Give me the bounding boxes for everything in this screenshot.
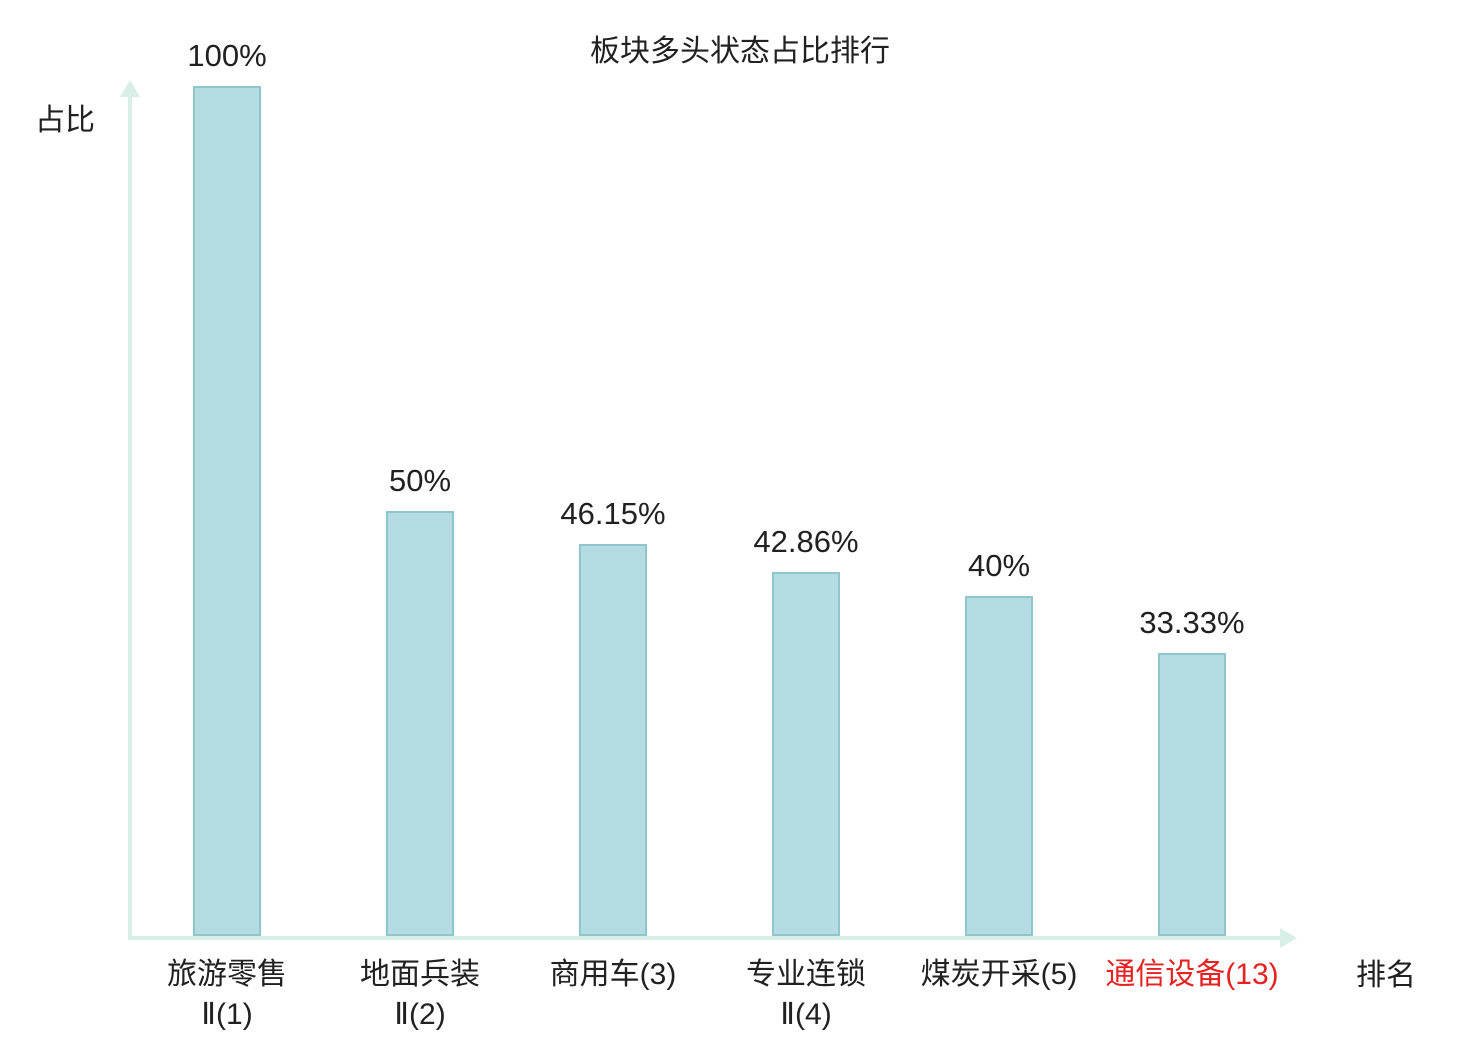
- bar-value-label: 46.15%: [560, 495, 666, 531]
- bar-category-label: 旅游零售 Ⅱ(1): [67, 955, 387, 1035]
- bar-category-label: 商用车(3): [453, 955, 773, 995]
- bar-value-label: 42.86%: [753, 523, 859, 559]
- bar-category-label: 煤炭开采(5): [839, 955, 1159, 995]
- y-axis-label: 占比: [35, 104, 95, 137]
- bar-category-label-line: 旅游零售: [167, 958, 287, 991]
- bar-value-label: 33.33%: [1139, 604, 1245, 640]
- bar-value-label: 40%: [967, 548, 1031, 583]
- bar-category-label-line: Ⅱ(4): [780, 998, 832, 1031]
- bar: [386, 511, 454, 936]
- bar-category-label-line: 地面兵装: [360, 958, 480, 991]
- bar-category-label-line: 商用车(3): [549, 958, 677, 991]
- x-axis-arrow-icon: [1280, 928, 1297, 948]
- bar-category-label-line: 通信设备(13): [1105, 958, 1279, 991]
- bar-category-label-line: Ⅱ(2): [394, 998, 446, 1031]
- x-axis-label: 排名: [1356, 959, 1416, 992]
- chart-title: 板块多头状态占比排行: [590, 35, 890, 68]
- bar-category-label: 地面兵装 Ⅱ(2): [260, 955, 580, 1035]
- bar: [579, 543, 647, 936]
- bar: [193, 86, 261, 936]
- y-axis-line: [128, 96, 132, 938]
- bar-category-label-line: 专业连锁: [746, 958, 866, 991]
- bar-category-label-line: 煤炭开采(5): [920, 958, 1078, 991]
- y-axis-arrow-icon: [120, 80, 140, 97]
- bar-category-label: 专业连锁 Ⅱ(4): [646, 955, 966, 1035]
- bar: [1158, 652, 1226, 936]
- x-axis-line: [128, 936, 1282, 940]
- bar: [965, 596, 1033, 936]
- bar-value-label: 50%: [388, 463, 452, 498]
- bar-category-label-line: Ⅱ(1): [201, 998, 253, 1031]
- bar-value-label: 100%: [187, 38, 267, 73]
- bar-category-label: 通信设备(13): [1032, 955, 1352, 995]
- bar: [772, 571, 840, 936]
